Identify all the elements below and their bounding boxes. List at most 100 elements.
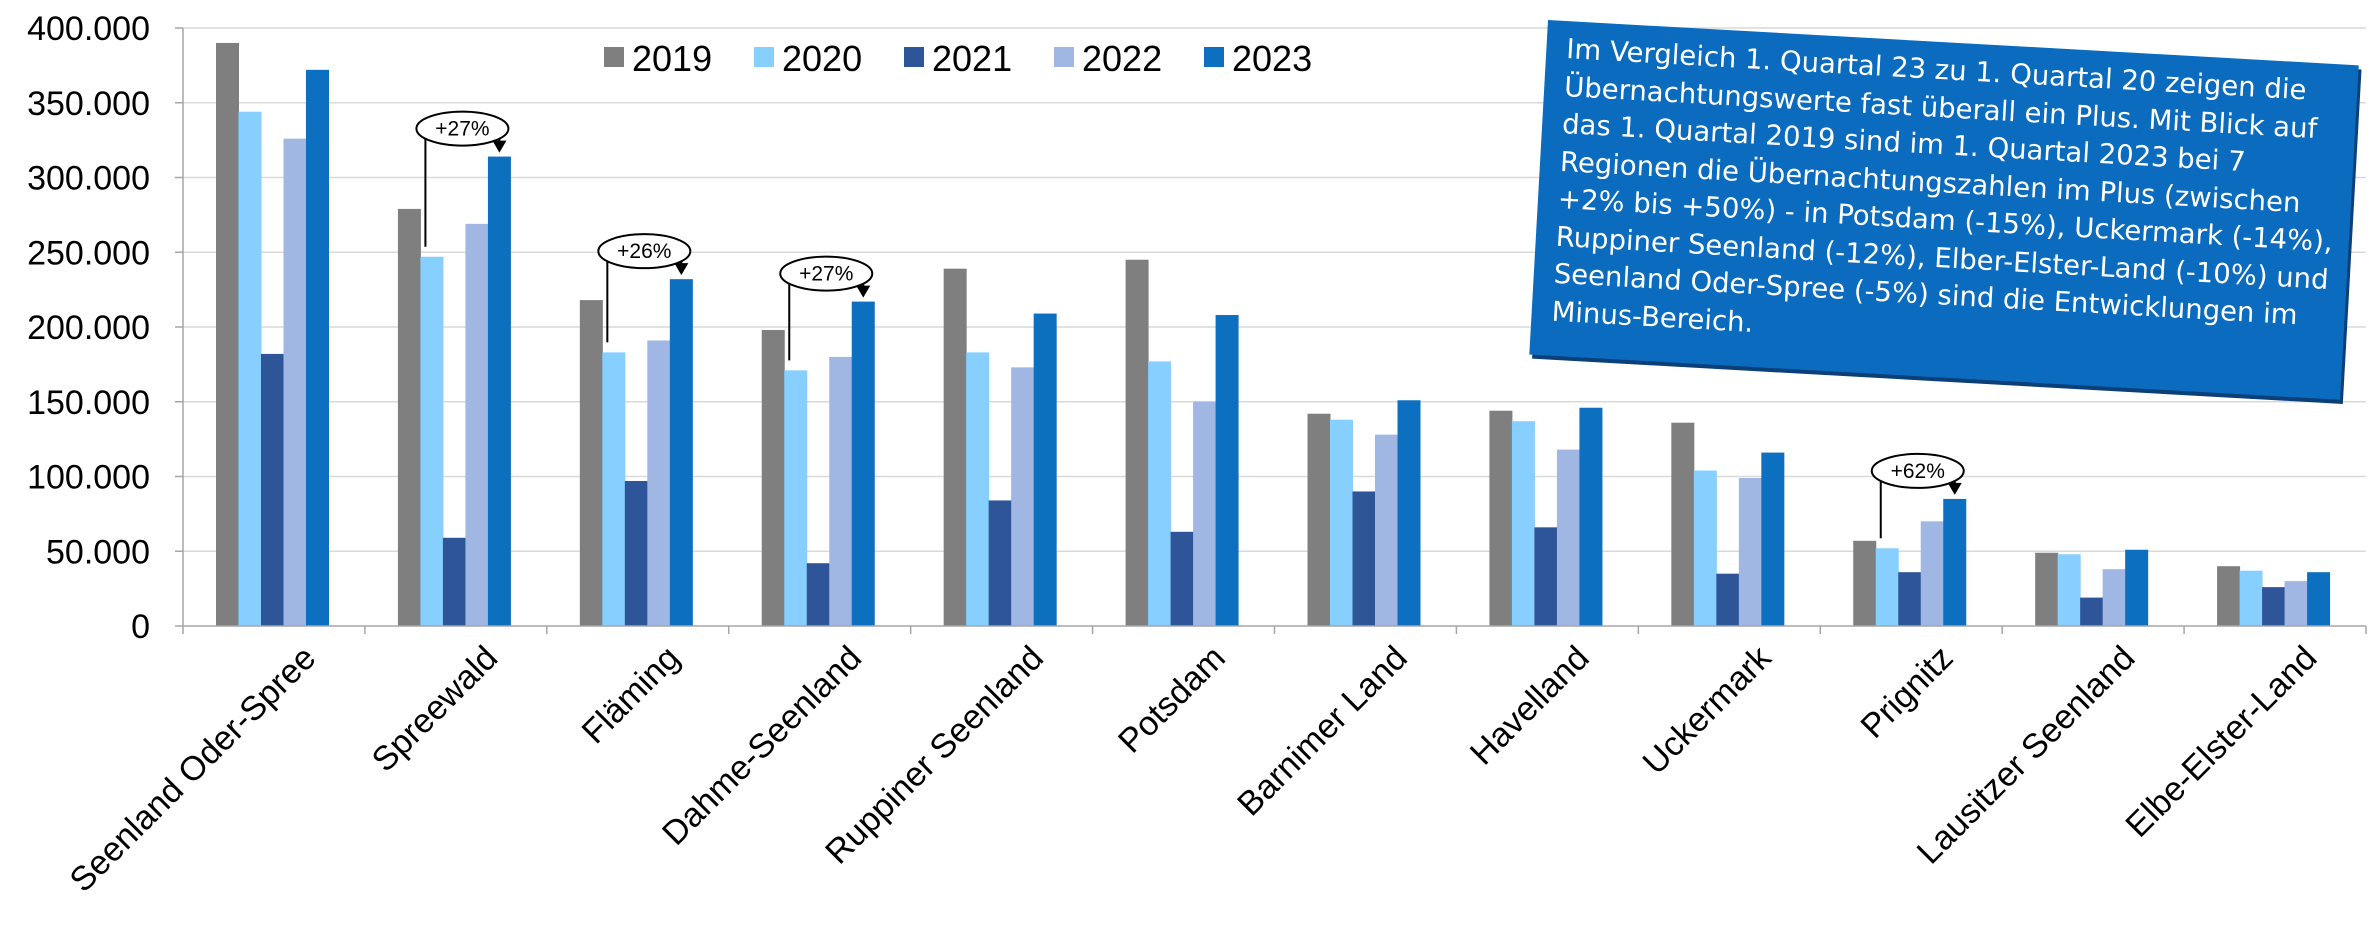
annotations: +27% +26% +27% +62% [415, 110, 1965, 539]
y-tick-label: 50.000 [46, 533, 150, 571]
legend-swatch-2020 [754, 47, 774, 67]
bar-2020 [2057, 554, 2081, 626]
bar-2023 [851, 301, 875, 626]
bar-2023 [2307, 572, 2331, 626]
bar-2023 [669, 279, 693, 626]
bar-2020 [966, 352, 990, 626]
bar-2020 [2239, 570, 2263, 626]
bar-2021 [806, 563, 830, 626]
bar-2020 [1148, 361, 1172, 626]
bar-2021 [2080, 597, 2104, 626]
bar-2021 [1352, 491, 1376, 626]
bar-2020 [1875, 548, 1899, 626]
bar-2019 [579, 300, 603, 626]
bar-2022 [647, 340, 671, 626]
y-axis-ticks: 0 50.000 100.000 150.000 200.000 250.000 300.0… [27, 10, 183, 646]
bar-2022 [2102, 569, 2126, 626]
x-category-label: Potsdam [1111, 639, 1233, 761]
x-category-label: Prignitz [1853, 639, 1960, 746]
annotation-bubble [415, 110, 510, 147]
legend-label: 2020 [782, 38, 862, 79]
x-category-label: Fläming [575, 639, 687, 751]
bar-2023 [2125, 549, 2149, 626]
annotation-label: +27% [435, 118, 489, 141]
bar-2022 [1011, 367, 1035, 626]
x-category-label: Havelland [1463, 639, 1597, 773]
y-tick-label: 350.000 [27, 85, 150, 123]
bar-2022 [1193, 401, 1217, 626]
bar-2019 [2035, 552, 2059, 626]
bar-2019 [1853, 540, 1877, 626]
annotation-bubble [1870, 452, 1965, 489]
bar-2019 [2217, 566, 2241, 626]
annotation-bubble [779, 255, 874, 292]
bar-2019 [216, 42, 239, 626]
x-category-label: Seenland Oder-Spree [63, 639, 324, 900]
bar-2023 [487, 156, 511, 626]
legend-swatch-2019 [604, 47, 624, 67]
annotation-arrowhead [492, 140, 507, 153]
bar-2020 [1511, 421, 1535, 626]
bar-2019 [1125, 259, 1149, 626]
bar-2021 [1534, 527, 1558, 626]
bar-2022 [465, 223, 489, 626]
bar-2022 [1375, 434, 1398, 626]
bar-2023 [306, 69, 329, 627]
bar-2022 [2284, 581, 2308, 626]
annotation-arrowhead [674, 263, 689, 276]
bar-2021 [261, 353, 284, 626]
bar-2022 [1556, 449, 1580, 626]
bar-2020 [602, 352, 626, 626]
bar-2019 [1489, 410, 1513, 626]
bar-2022 [1738, 477, 1762, 626]
bar-2019 [1307, 413, 1331, 626]
x-category-label: Spreewald [365, 639, 505, 779]
legend-swatch-2021 [904, 47, 924, 67]
legend-swatch-2023 [1204, 47, 1224, 67]
bar-2023 [1579, 407, 1603, 626]
bar-2021 [442, 537, 466, 626]
bars [216, 42, 2331, 627]
y-tick-label: 200.000 [27, 309, 150, 347]
y-tick-label: 400.000 [27, 10, 150, 48]
bar-2023 [1761, 452, 1785, 626]
bar-2021 [624, 480, 648, 626]
x-category-label: Uckermark [1636, 638, 1780, 782]
bar-2023 [1215, 315, 1239, 626]
annotation-label: +26% [617, 240, 671, 263]
bar-2020 [1693, 470, 1717, 626]
x-category-label: Elbe-Elster-Land [2118, 639, 2324, 845]
legend-label: 2021 [932, 38, 1012, 79]
legend-label: 2019 [632, 38, 712, 79]
note-box: Im Vergleich 1. Quartal 23 zu 1. Quartal… [1529, 20, 2359, 400]
bar-2022 [829, 356, 853, 626]
legend-label: 2023 [1232, 38, 1312, 79]
legend-label: 2022 [1082, 38, 1162, 79]
bar-2021 [1716, 573, 1740, 626]
legend-swatch-2022 [1054, 47, 1074, 67]
annotation-label: +27% [799, 263, 853, 286]
x-category-label: Dahme-Seenland [655, 639, 869, 853]
bar-2020 [784, 370, 808, 626]
annotation-label: +62% [1891, 460, 1945, 483]
bar-2022 [1920, 521, 1944, 626]
bar-2020 [238, 111, 262, 627]
bar-2022 [283, 138, 307, 626]
y-tick-label: 300.000 [27, 160, 150, 198]
x-axis-labels: Seenland Oder-Spree Spreewald FlämingDahme… [63, 638, 2325, 899]
note-text: Im Vergleich 1. Quartal 23 zu 1. Quartal… [1550, 33, 2334, 339]
gridlines [183, 27, 2366, 552]
bar-2019 [397, 208, 421, 626]
bar-2023 [1033, 313, 1057, 626]
y-tick-label: 150.000 [27, 384, 150, 422]
x-category-label: Barnimer Land [1230, 639, 1415, 824]
bar-2021 [988, 500, 1012, 626]
bar-2019 [943, 268, 967, 626]
y-tick-label: 0 [131, 608, 150, 646]
bar-2020 [420, 256, 444, 626]
bar-2021 [1170, 531, 1194, 626]
annotation-arrowhead [1947, 482, 1962, 495]
y-tick-label: 100.000 [27, 459, 150, 497]
bar-2019 [761, 329, 785, 626]
